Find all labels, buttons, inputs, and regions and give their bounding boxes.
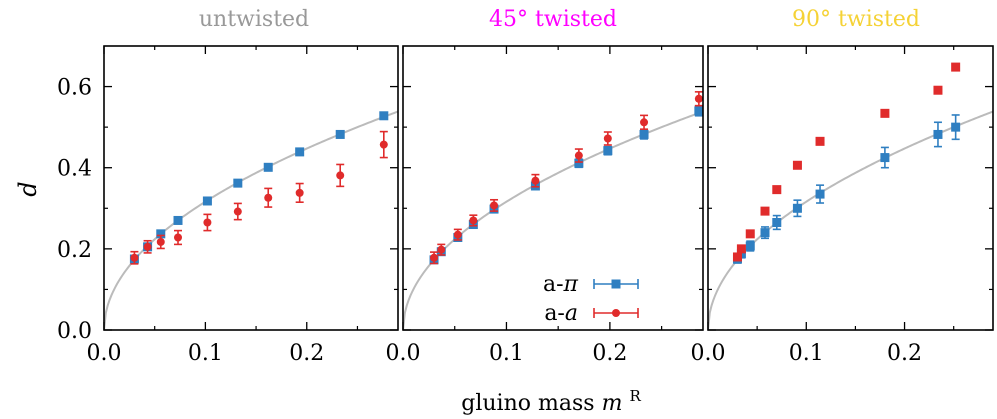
data-point-a-pi: [335, 129, 345, 139]
data-point-a-a: [437, 245, 446, 254]
data-point-a-a: [156, 237, 165, 246]
legend-marker: [611, 279, 621, 289]
panel-title-untwisted: untwisted: [199, 7, 309, 32]
data-point-a-a: [745, 229, 755, 239]
data-point-a-pi: [933, 129, 943, 139]
data-point-a-a: [933, 85, 943, 95]
data-point-a-pi: [815, 189, 825, 199]
data-point-a-a: [574, 151, 583, 160]
data-point-a-pi: [295, 147, 305, 157]
legend-label: a-π: [543, 272, 579, 297]
data-point-a-pi: [574, 158, 584, 168]
x-tick-label: 0.1: [489, 341, 524, 366]
panel-2: 0.0 0.1 0.2: [691, 45, 994, 366]
fit-curve: [104, 110, 398, 330]
x-tick-label: 0.0: [386, 341, 421, 366]
data-point-a-pi: [603, 146, 613, 156]
data-point-a-a: [531, 176, 540, 185]
data-point-a-a: [772, 185, 782, 195]
data-point-a-a: [694, 94, 703, 103]
y-tick-label: 0.4: [57, 157, 92, 182]
fit-curve: [403, 110, 703, 330]
data-point-a-a: [264, 193, 273, 202]
data-point-a-pi: [379, 111, 389, 121]
panel-1: 0.0 0.1 0.2 a-π a-a: [386, 45, 704, 366]
data-point-a-pi: [792, 203, 802, 213]
data-point-a-a: [174, 233, 183, 242]
data-point-a-a: [203, 218, 212, 227]
data-point-a-a: [880, 108, 890, 118]
data-point-a-pi: [760, 228, 770, 238]
data-point-a-pi: [156, 229, 166, 239]
y-tick-label: 0.2: [57, 238, 92, 263]
legend-entry-a-a: a-a: [544, 301, 639, 326]
legend-label: a-a: [544, 301, 578, 326]
legend-marker: [612, 309, 620, 317]
data-point-a-a: [143, 242, 152, 251]
panel-title-45-twisted: 45° twisted: [489, 7, 617, 32]
data-point-a-a: [336, 171, 345, 180]
legend-entry-a-pi: a-π: [543, 272, 639, 297]
data-point-a-a: [640, 118, 649, 127]
x-axis-label-symbol: m: [602, 391, 623, 416]
x-tick-label: 0.0: [87, 341, 122, 366]
data-point-a-a: [736, 244, 746, 254]
x-tick-label: 0.0: [691, 341, 726, 366]
x-tick-label: 0.1: [789, 341, 824, 366]
data-point-a-a: [815, 136, 825, 146]
panel-title-90-twisted: 90° twisted: [792, 7, 920, 32]
data-point-a-a: [295, 188, 304, 197]
x-axis-label: gluino mass m R: [461, 387, 641, 416]
data-point-a-a: [430, 253, 439, 262]
y-axis-label: d: [14, 181, 42, 196]
data-point-a-pi: [233, 178, 243, 188]
data-point-a-a: [792, 160, 802, 170]
data-point-a-pi: [173, 215, 183, 225]
x-tick-label: 0.1: [188, 341, 223, 366]
data-point-a-pi: [772, 217, 782, 227]
data-point-a-a: [732, 252, 742, 262]
x-axis-label-text: gluino mass: [461, 391, 594, 416]
data-point-a-a: [379, 140, 388, 149]
fit-curve: [708, 110, 993, 330]
y-tick-label: 0.6: [57, 76, 92, 101]
plot-frame: [402, 45, 704, 331]
data-point-a-a: [490, 201, 499, 210]
data-point-a-pi: [951, 122, 961, 132]
plot-frame: [103, 45, 399, 331]
x-tick-label: 0.2: [289, 341, 324, 366]
x-axis-label-superscript: R: [629, 387, 641, 405]
data-point-a-a: [453, 230, 462, 239]
x-tick-label: 0.2: [592, 341, 627, 366]
data-point-a-pi: [263, 162, 273, 172]
y-tick-label: 0.0: [57, 319, 92, 344]
data-point-a-a: [233, 207, 242, 216]
data-point-a-a: [469, 216, 478, 225]
data-point-a-a: [951, 62, 961, 72]
data-point-a-pi: [202, 196, 212, 206]
data-point-a-pi: [639, 129, 649, 139]
data-point-a-pi: [745, 241, 755, 251]
data-point-a-a: [130, 253, 139, 262]
data-point-a-a: [603, 134, 612, 143]
plot-frame: [707, 45, 994, 331]
panel-0: 0.0 0.1 0.2 0.0 0.2 0.4 0.6: [57, 45, 399, 366]
data-point-a-pi: [694, 106, 704, 116]
data-point-a-a: [760, 206, 770, 216]
data-point-a-pi: [880, 153, 890, 163]
x-tick-label: 0.2: [887, 341, 922, 366]
